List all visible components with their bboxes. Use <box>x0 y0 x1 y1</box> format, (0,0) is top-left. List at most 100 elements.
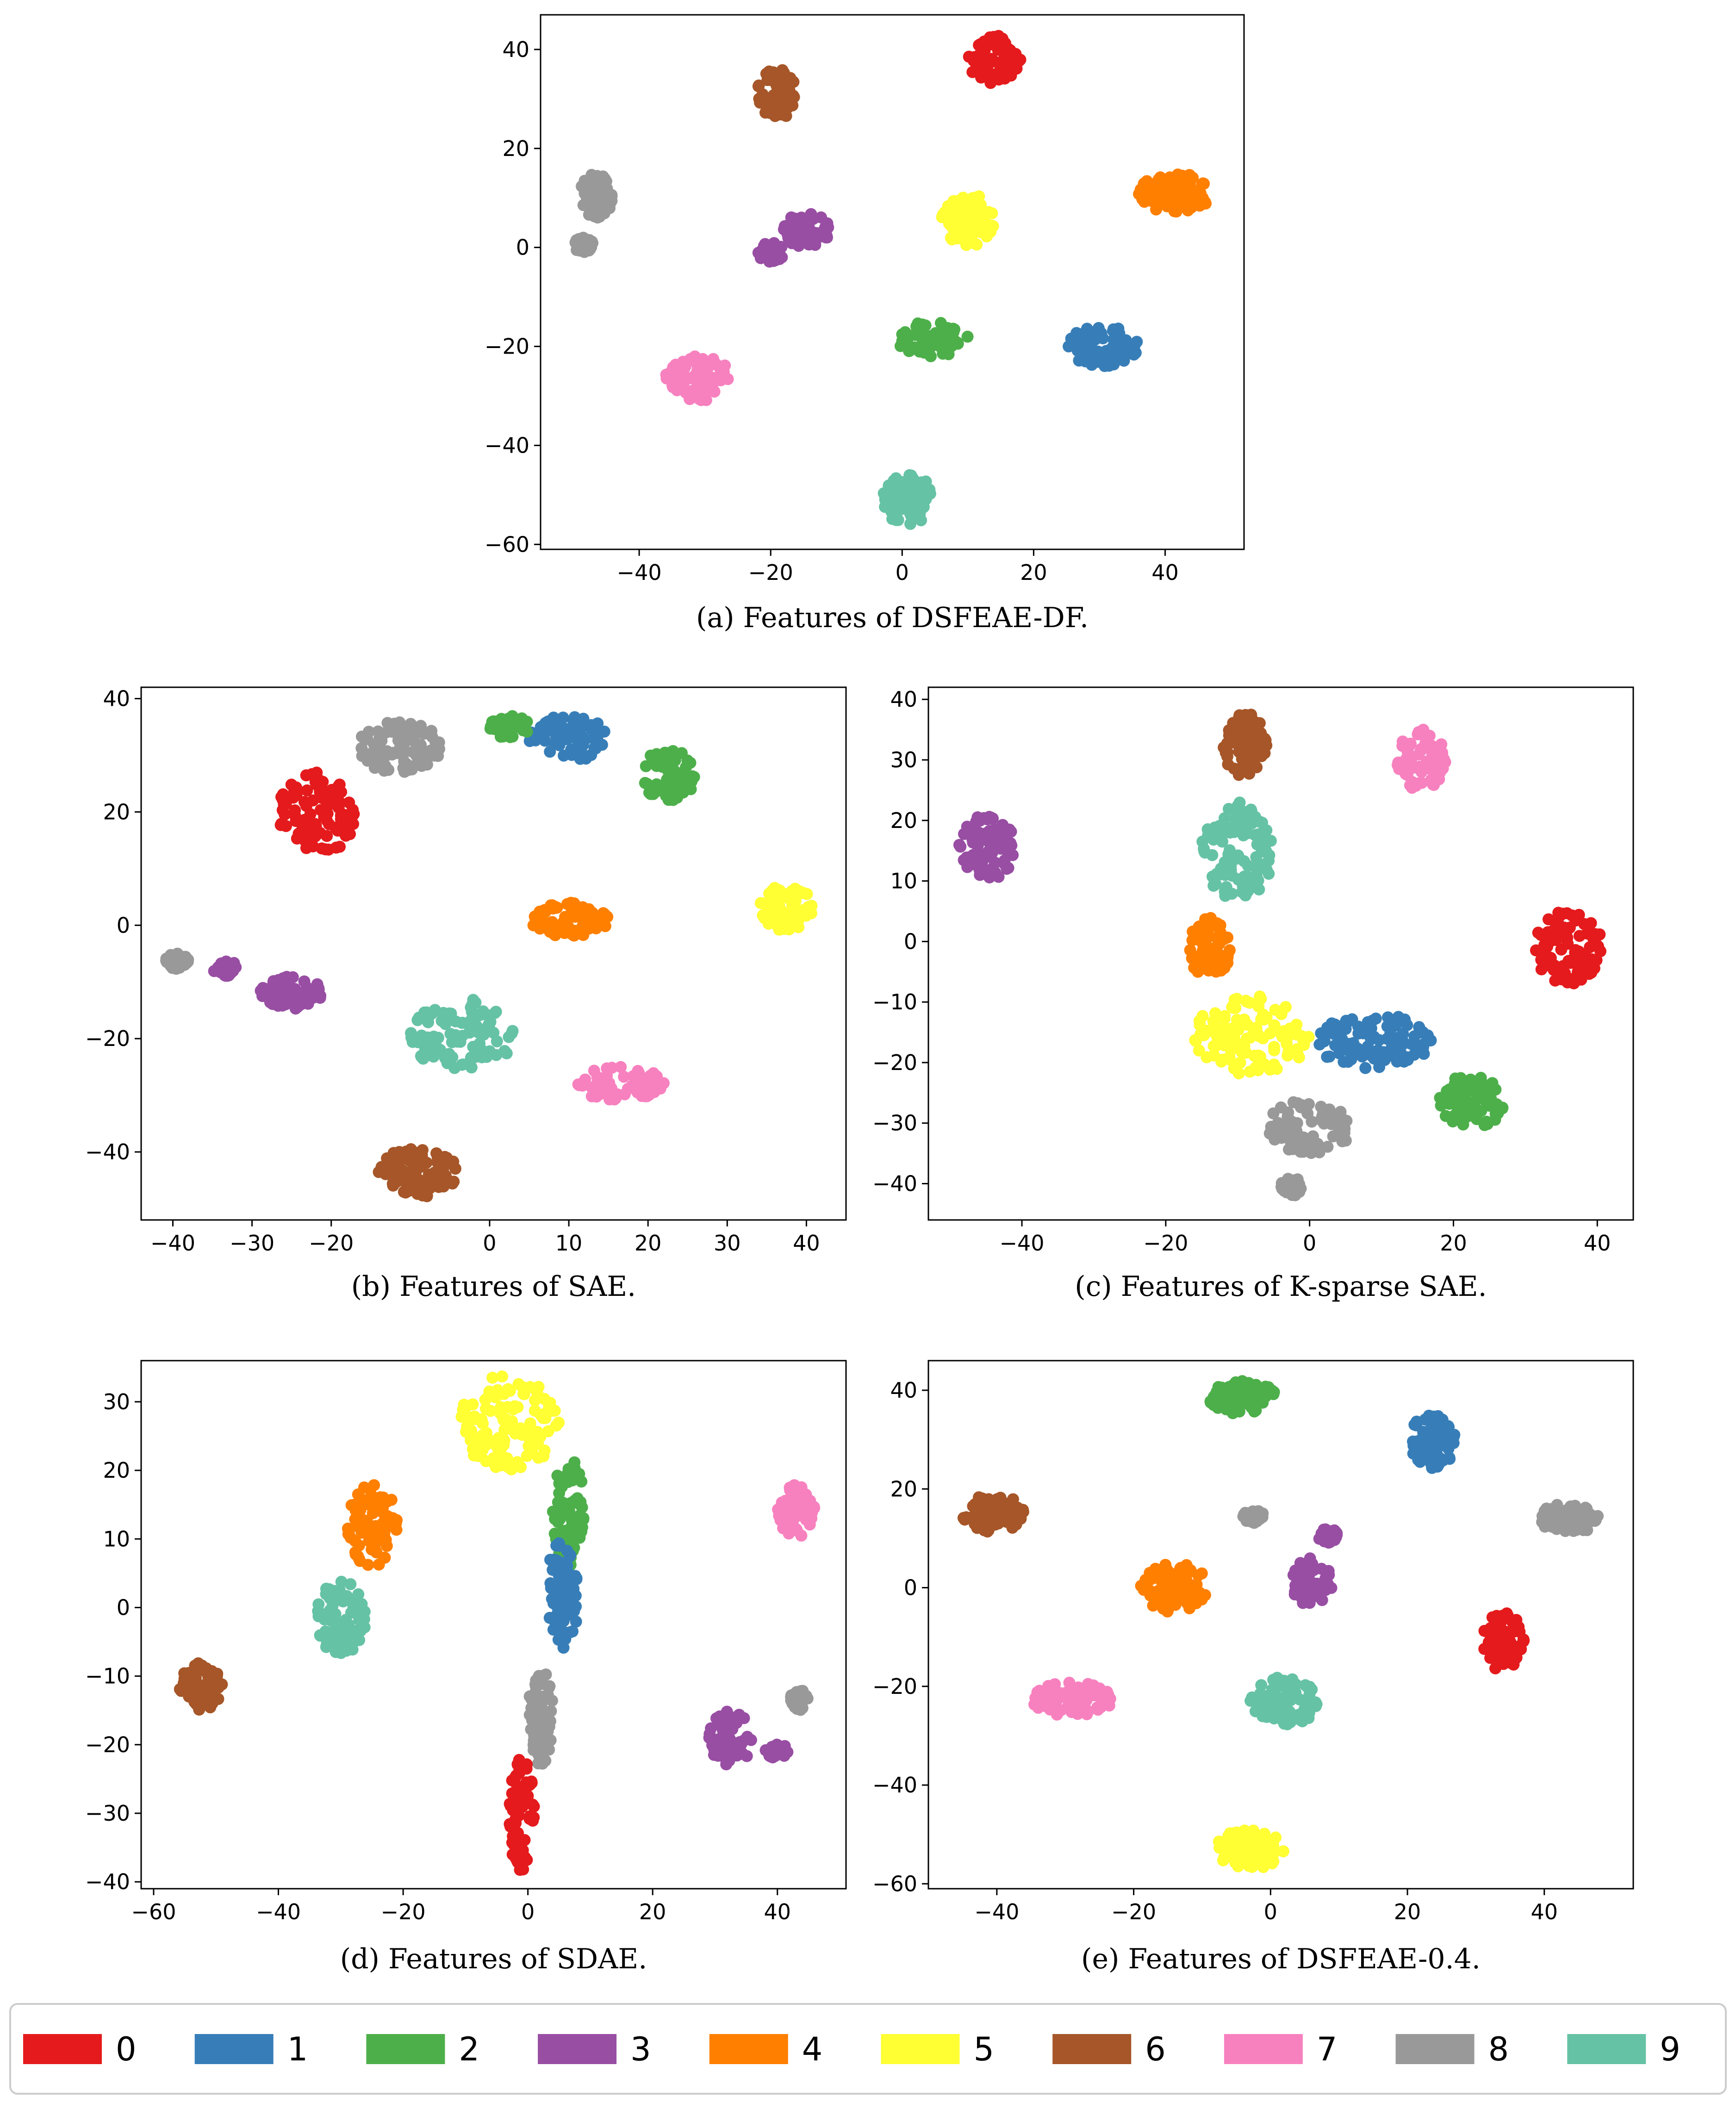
scatter-point-class-1 <box>550 1539 563 1552</box>
scatter-point-class-7 <box>579 1073 591 1086</box>
scatter-point-class-8 <box>796 1685 809 1697</box>
x-tick-label: 40 <box>1584 1231 1611 1256</box>
scatter-point-class-4 <box>539 906 552 918</box>
scatter-point-class-1 <box>557 1642 570 1654</box>
scatter-point-class-7 <box>790 1523 803 1536</box>
scatter-points <box>953 709 1606 1201</box>
scatter-point-class-6 <box>381 1152 393 1164</box>
scatter-point-class-2 <box>517 724 529 737</box>
legend-label-8: 8 <box>1488 2030 1509 2068</box>
scatter-point-class-7 <box>1419 737 1432 749</box>
x-tick-label: 20 <box>1440 1231 1467 1256</box>
legend-label-4: 4 <box>802 2030 823 2068</box>
scatter-point-class-3 <box>777 1744 789 1756</box>
scatter-point-class-8 <box>1252 1508 1265 1521</box>
scatter-point-class-8 <box>1539 1512 1551 1524</box>
scatter-point-class-5 <box>502 1461 515 1474</box>
scatter-point-class-0 <box>274 819 287 831</box>
x-tick-label: 20 <box>1394 1899 1421 1924</box>
scatter-point-class-8 <box>1328 1111 1341 1123</box>
scatter-point-class-7 <box>604 1093 616 1106</box>
scatter-point-class-0 <box>528 1800 540 1813</box>
scatter-point-class-0 <box>292 827 305 840</box>
scatter-point-class-6 <box>386 1178 399 1190</box>
scatter-point-class-1 <box>570 1615 582 1628</box>
panel-caption: (a) Features of DSFEAE-DF. <box>696 602 1089 634</box>
scatter-point-class-6 <box>778 109 790 121</box>
scatter-point-class-7 <box>701 359 714 371</box>
scatter-point-class-4 <box>368 1479 380 1492</box>
scatter-point-class-3 <box>314 992 326 1004</box>
scatter-point-class-4 <box>1167 199 1179 211</box>
scatter-point-class-8 <box>372 725 384 738</box>
scatter-point-class-2 <box>562 1463 575 1475</box>
plot-frame <box>140 1360 847 1890</box>
scatter-point-class-8 <box>541 1710 554 1723</box>
scatter-point-class-4 <box>1192 1569 1205 1581</box>
scatter-point-class-5 <box>767 902 780 914</box>
scatter-point-class-8 <box>796 1702 809 1714</box>
panel-caption: (c) Features of K-sparse SAE. <box>1075 1270 1487 1303</box>
scatter-point-class-0 <box>301 820 313 833</box>
scatter-point-class-9 <box>1252 828 1264 840</box>
scatter-point-class-8 <box>546 1694 558 1707</box>
scatter-point-class-1 <box>1329 1018 1341 1031</box>
scatter-point-class-2 <box>577 1513 590 1525</box>
scatter-point-class-5 <box>1232 1023 1244 1036</box>
scatter-point-class-5 <box>754 897 767 909</box>
scatter-point-class-6 <box>776 64 789 76</box>
legend-swatch-9 <box>1567 2034 1646 2064</box>
scatter-point-class-7 <box>1028 1698 1040 1711</box>
x-tick-label: 0 <box>1303 1231 1316 1256</box>
panel-caption: (e) Features of DSFEAE-0.4. <box>1081 1943 1481 1975</box>
scatter-point-class-1 <box>1098 360 1111 372</box>
y-tick-label: 20 <box>103 1458 130 1483</box>
y-tick-label: 10 <box>103 1526 130 1551</box>
scatter-point-class-1 <box>1323 1050 1336 1063</box>
scatter-point-class-4 <box>373 1558 385 1571</box>
scatter-point-class-1 <box>1108 358 1120 371</box>
scatter-point-class-4 <box>599 920 611 933</box>
scatter-point-class-0 <box>1010 62 1023 75</box>
scatter-point-class-3 <box>812 231 825 243</box>
scatter-point-class-4 <box>592 913 604 925</box>
scatter-point-class-7 <box>657 1077 670 1089</box>
scatter-point-class-5 <box>486 1371 499 1384</box>
scatter-point-class-7 <box>666 379 679 392</box>
scatter-point-class-1 <box>558 749 570 762</box>
scatter-point-class-3 <box>996 834 1009 847</box>
scatter-point-class-5 <box>1252 1064 1264 1076</box>
scatter-point-class-6 <box>404 1184 416 1197</box>
scatter-point-class-6 <box>437 1163 449 1175</box>
legend-label-0: 0 <box>116 2030 137 2068</box>
scatter-point-class-3 <box>971 840 984 852</box>
scatter-point-class-5 <box>531 1386 543 1398</box>
scatter-point-class-5 <box>965 230 978 243</box>
scatter-point-class-6 <box>981 1525 994 1538</box>
scatter-point-class-6 <box>1219 741 1232 753</box>
scatter-point-class-2 <box>500 715 512 727</box>
x-tick-label: 10 <box>555 1231 583 1256</box>
scatter-point-class-5 <box>1251 1829 1264 1842</box>
scatter-point-class-5 <box>1219 1039 1231 1051</box>
scatter-point-class-8 <box>539 1741 551 1754</box>
scatter-point-class-3 <box>765 238 778 251</box>
scatter-point-class-4 <box>1190 1578 1203 1591</box>
y-tick-label: −60 <box>872 1871 917 1896</box>
scatter-point-class-4 <box>1185 1590 1197 1603</box>
scatter-point-class-7 <box>1076 1698 1088 1710</box>
scatter-point-class-6 <box>206 1697 218 1710</box>
scatter-point-class-6 <box>1254 737 1267 750</box>
scatter-panel-4: −40 −20 0 20 40 −60 −40 −20 0 20 40 (e) Features of… <box>872 1360 1634 1975</box>
scatter-point-class-5 <box>1240 1046 1252 1059</box>
scatter-point-class-1 <box>1442 1443 1455 1455</box>
scatter-point-class-7 <box>618 1070 630 1083</box>
scatter-point-class-4 <box>1187 926 1199 938</box>
scatter-point-class-0 <box>516 1780 529 1793</box>
scatter-point-class-6 <box>1007 1493 1019 1506</box>
scatter-point-class-6 <box>788 91 800 103</box>
scatter-point-class-6 <box>380 1168 392 1180</box>
scatter-point-class-3 <box>286 971 299 983</box>
scatter-point-class-4 <box>568 897 580 909</box>
scatter-point-class-4 <box>1141 175 1153 187</box>
